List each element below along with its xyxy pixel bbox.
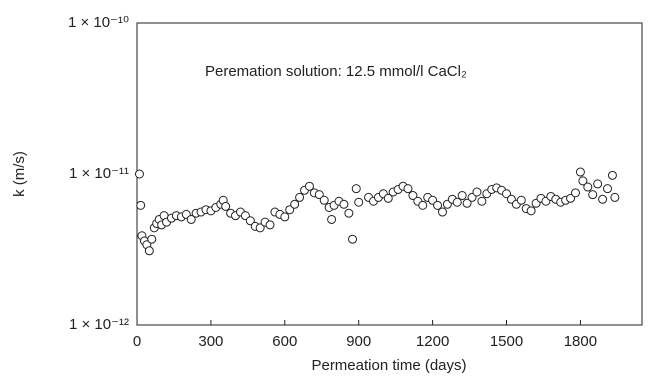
data-point [245, 216, 255, 226]
data-point [147, 234, 157, 244]
data-point [319, 195, 329, 205]
data-point [603, 184, 613, 194]
y-tick-label: 1 × 10⁻¹¹ [69, 165, 129, 182]
data-point [348, 234, 358, 244]
data-point [304, 181, 314, 191]
y-tick-label: 1 × 10⁻¹² [69, 316, 129, 333]
data-point [265, 220, 275, 230]
data-point [290, 199, 300, 209]
data-point [607, 170, 617, 180]
data-point [598, 194, 608, 204]
data-point [383, 193, 393, 203]
data-point [437, 207, 447, 217]
x-tick-label: 1200 [416, 333, 449, 350]
y-tick-label: 1 × 10⁻¹⁰ [68, 14, 129, 31]
data-point [610, 192, 620, 202]
data-point [285, 205, 295, 215]
data-point [593, 179, 603, 189]
data-point [344, 208, 354, 218]
data-point [526, 206, 536, 216]
data-point [452, 197, 462, 207]
x-tick-label: 600 [272, 333, 297, 350]
data-point [144, 246, 154, 256]
data-point [418, 200, 428, 210]
data-point [462, 198, 472, 208]
data-point [295, 192, 305, 202]
data-point [578, 176, 588, 186]
data-point [477, 196, 487, 206]
data-point [221, 201, 231, 211]
data-point [575, 167, 585, 177]
data-point [457, 191, 467, 201]
data-point [339, 199, 349, 209]
data-point [433, 200, 443, 210]
x-axis-label: Permeation time (days) [311, 357, 466, 374]
y-axis-label: k (m/s) [11, 151, 28, 197]
data-point [351, 184, 361, 194]
data-point [136, 200, 146, 210]
data-point [255, 223, 265, 233]
data-point [570, 188, 580, 198]
data-point [583, 182, 593, 192]
x-tick-label: 0 [133, 333, 141, 350]
data-point [327, 214, 337, 224]
data-point [403, 184, 413, 194]
data-point [186, 214, 196, 224]
data-point [408, 191, 418, 201]
data-point [134, 169, 144, 179]
x-tick-label: 1500 [490, 333, 523, 350]
x-tick-label: 900 [346, 333, 371, 350]
data-point [314, 190, 324, 200]
data-point [502, 189, 512, 199]
annotation: Peremation solution: 12.5 mmol/l CaCl₂ [205, 63, 467, 80]
data-point [280, 212, 290, 222]
data-point [354, 197, 364, 207]
data-point [566, 193, 576, 203]
x-tick-label: 1800 [564, 333, 597, 350]
data-point [472, 187, 482, 197]
data-point [588, 190, 598, 200]
x-tick-label: 300 [198, 333, 223, 350]
data-point [516, 195, 526, 205]
